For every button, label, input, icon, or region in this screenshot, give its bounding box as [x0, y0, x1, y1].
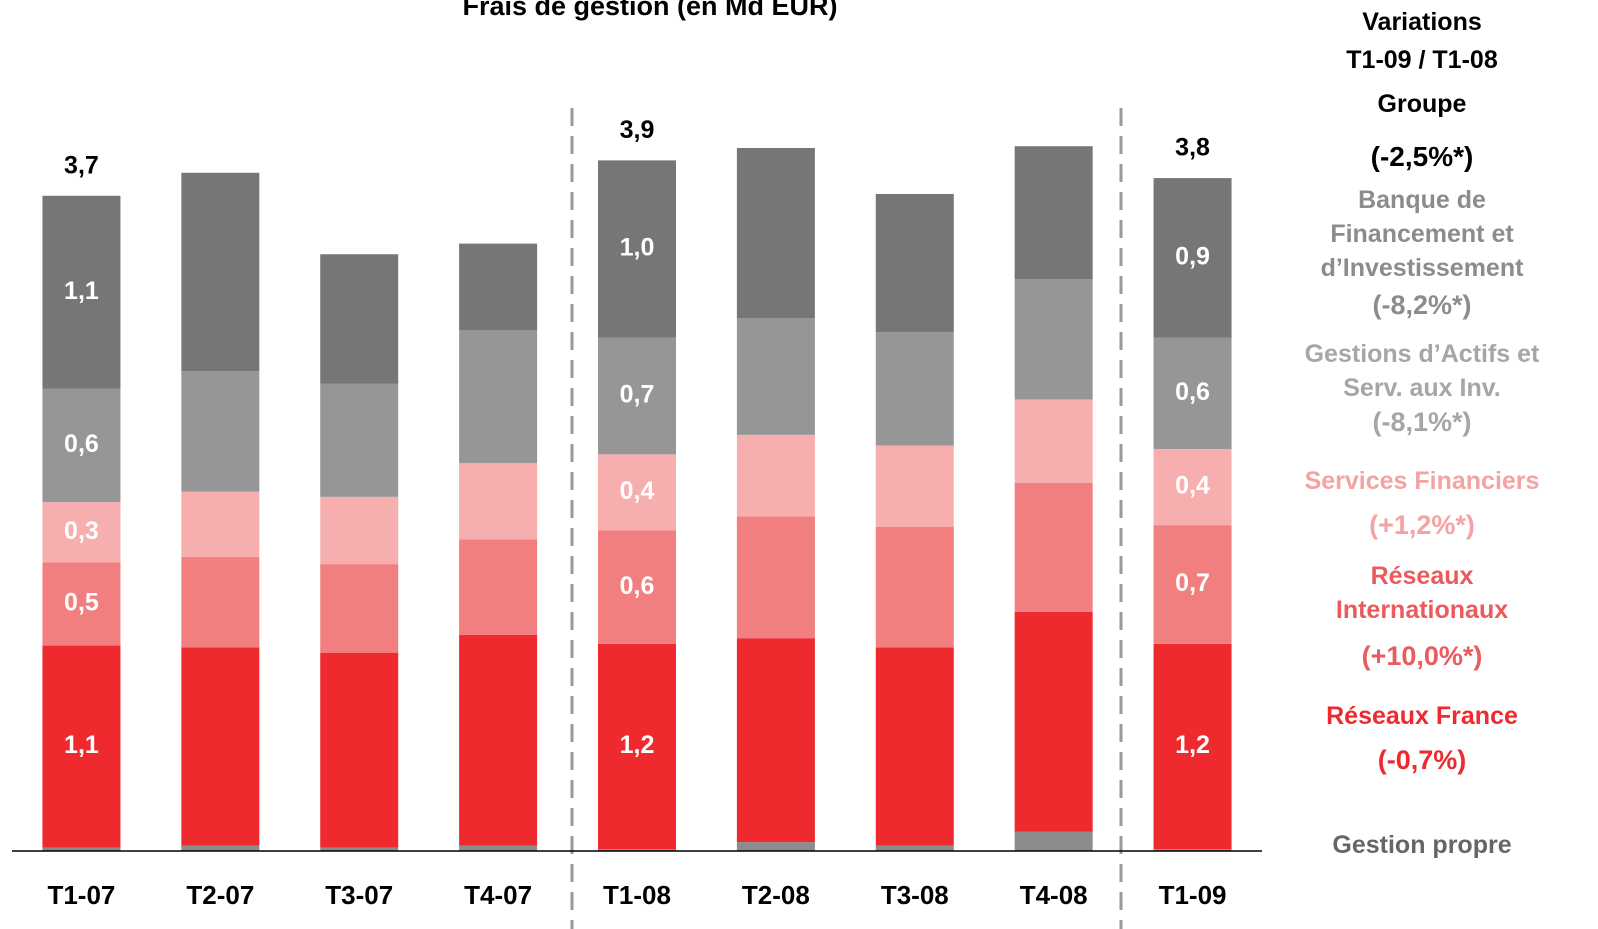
bar-segment: [1014, 482, 1093, 612]
bar-segment: [459, 243, 538, 331]
legend-entry: Banque de Financement et d’Investissemen…: [1320, 186, 1524, 282]
data-label: 0,3: [64, 517, 99, 545]
bar-segment: [875, 647, 954, 846]
bar-segment: [320, 564, 399, 653]
legend-variation: (+1,2%*): [1369, 510, 1475, 540]
data-label: 0,4: [1175, 472, 1210, 500]
bar-segment: [1153, 525, 1232, 644]
bar-segment: [1014, 279, 1093, 400]
data-label: 1,2: [1175, 731, 1210, 759]
bar-segment: [1153, 449, 1232, 526]
bar-segment: [736, 842, 815, 851]
x-tick-label: T4-07: [464, 880, 532, 910]
data-label: 1,1: [64, 277, 99, 305]
bar-segment: [181, 845, 260, 851]
group-label: Groupe: [1377, 90, 1467, 118]
bar-segment: [320, 383, 399, 497]
bar-segment: [1153, 178, 1232, 338]
x-tick-label: T4-08: [1020, 880, 1088, 910]
data-label: 0,6: [1175, 378, 1210, 406]
bar-segment: [459, 463, 538, 540]
x-tick-label: T3-08: [881, 880, 949, 910]
legend-entry: Services Financiers: [1304, 467, 1540, 495]
bar-segment: [42, 645, 121, 848]
bar-segment: [459, 539, 538, 635]
data-label: 0,7: [620, 381, 655, 409]
bar-segment: [42, 847, 121, 851]
data-label: 1,0: [620, 234, 655, 262]
bar-segment: [875, 526, 954, 648]
bar-segment: [1014, 611, 1093, 832]
bar-segment: [1153, 849, 1232, 851]
bar-segment: [320, 847, 399, 851]
bar-segment: [875, 445, 954, 527]
bar-segment: [598, 530, 676, 644]
legend-entry: Gestion propre: [1332, 831, 1512, 859]
bar-segment: [736, 434, 815, 517]
bar-segment: [598, 643, 676, 850]
bar-segment: [875, 194, 954, 333]
total-label: 3,8: [1175, 134, 1210, 162]
data-label: 0,4: [620, 477, 655, 505]
bar-segment: [459, 845, 538, 851]
bar-segment: [181, 371, 260, 492]
bar-segment: [1014, 831, 1093, 851]
bar-segment: [42, 195, 121, 389]
bar-segment: [320, 254, 399, 384]
bar-segment: [1014, 399, 1093, 483]
legend-variation: (+10,0%*): [1361, 641, 1483, 671]
x-tick-label: T2-08: [742, 880, 810, 910]
bar-segment: [1153, 643, 1232, 850]
bar-segment: [459, 634, 538, 846]
bar-segment: [598, 849, 676, 851]
bar-segment: [598, 160, 676, 338]
x-tick-label: T1-09: [1159, 880, 1227, 910]
x-tick-label: T1-07: [47, 880, 115, 910]
group-variation: (-2,5%*): [1370, 141, 1474, 172]
data-label: 0,9: [1175, 242, 1210, 270]
bar-segment: [736, 516, 815, 639]
bar-segment: [736, 147, 815, 318]
total-label: 3,9: [620, 116, 655, 144]
data-label: 1,1: [64, 731, 99, 759]
bar-segment: [42, 388, 121, 503]
legend-title: T1-09 / T1-08: [1346, 46, 1498, 74]
bar-segment: [181, 557, 260, 648]
bar-segment: [320, 496, 399, 565]
data-label: 0,6: [64, 430, 99, 458]
legend-entry: Réseaux France: [1326, 702, 1518, 730]
data-label: 0,7: [1175, 569, 1210, 597]
data-label: 0,6: [620, 572, 655, 600]
legend-entry: Gestions d’Actifs et Serv. aux Inv.: [1304, 340, 1540, 402]
data-label: 0,5: [64, 589, 99, 617]
legend-variation: (-0,7%): [1377, 745, 1467, 775]
bar-segment: [598, 454, 676, 531]
bar-segment: [598, 337, 676, 455]
total-label: 3,7: [64, 151, 99, 179]
bar-segment: [181, 647, 260, 846]
bar-segment: [42, 502, 121, 563]
bar-segment: [875, 332, 954, 446]
data-label: 1,2: [620, 731, 655, 759]
x-tick-label: T2-07: [186, 880, 254, 910]
bar-segment: [875, 845, 954, 851]
legend-title: Variations: [1362, 8, 1482, 36]
bar-segment: [42, 562, 121, 646]
bar-segment: [181, 491, 260, 558]
bar-segment: [736, 317, 815, 435]
bar-segment: [736, 638, 815, 843]
legend-variation: (-8,1%*): [1372, 407, 1472, 437]
bar-segment: [1153, 337, 1232, 450]
bar-segment: [320, 652, 399, 848]
x-tick-label: T1-08: [603, 880, 671, 910]
legend-variation: (-8,2%*): [1372, 290, 1472, 320]
chart: Frais de gestion (en Md EUR) 1,1 0,5 0,3 0,…: [12, 0, 1262, 929]
bar-segment: [181, 172, 260, 372]
chart-title: Frais de gestion (en Md EUR): [462, 0, 837, 21]
bar-segment: [1014, 146, 1093, 280]
bar-segment: [459, 330, 538, 464]
legend-entry: Réseaux Internationaux: [1335, 562, 1509, 624]
x-tick-label: T3-07: [325, 880, 393, 910]
